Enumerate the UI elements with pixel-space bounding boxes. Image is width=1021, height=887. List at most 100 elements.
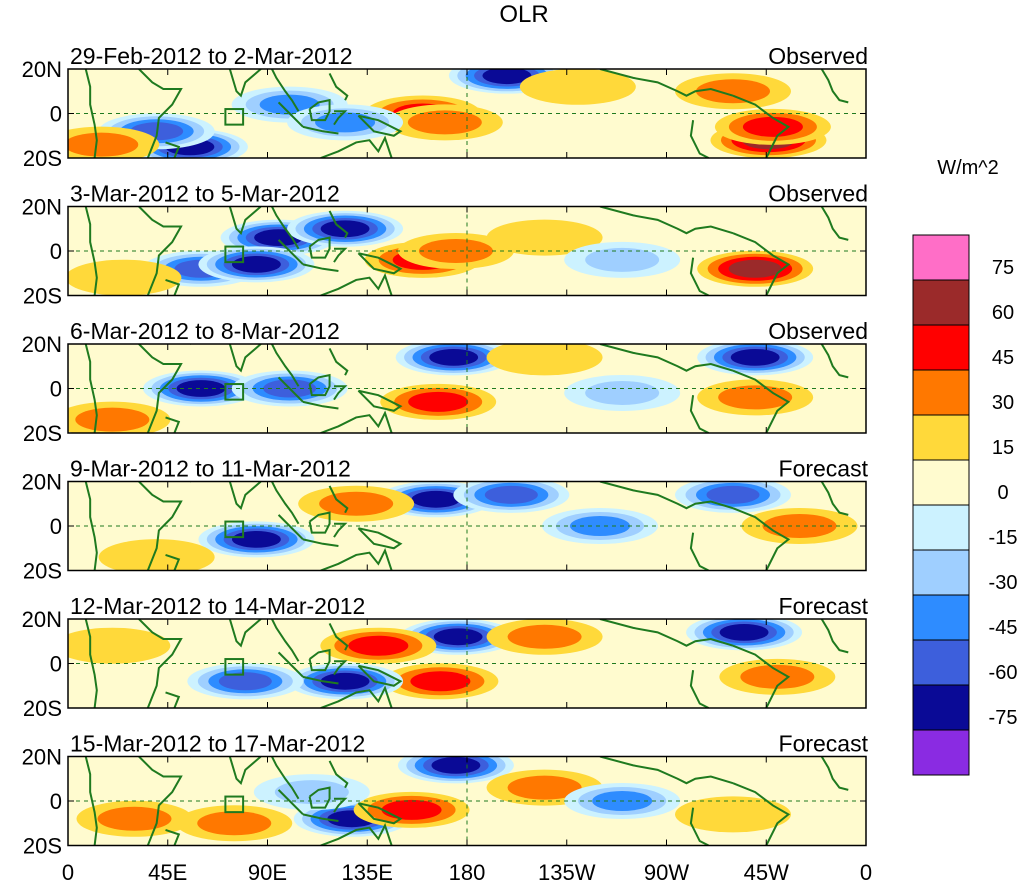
colorbar-swatch bbox=[912, 459, 970, 506]
panel-type-label: Observed bbox=[768, 43, 868, 69]
olr-anomaly-contour bbox=[320, 220, 370, 238]
map-panel: 20N 0 20S 9-Mar-2012 to 11-Mar-2012 Forecast bbox=[22, 456, 869, 584]
olr-anomaly-contour bbox=[348, 635, 409, 656]
y-tick-label: 0 bbox=[50, 652, 62, 677]
map-panel: 20N 0 20S 6-Mar-2012 to 8-Mar-2012 Observed bbox=[22, 318, 868, 446]
olr-anomaly-contour bbox=[98, 539, 215, 571]
olr-anomaly-contour bbox=[407, 110, 482, 135]
y-tick-label: 0 bbox=[50, 239, 62, 264]
olr-anomaly-contour bbox=[68, 627, 171, 664]
colorbar-level-label: -45 bbox=[989, 617, 1018, 639]
olr-anomaly-contour bbox=[742, 116, 803, 137]
olr-anomaly-contour bbox=[728, 259, 782, 278]
colorbar-swatch bbox=[912, 594, 970, 641]
panel-type-label: Observed bbox=[768, 181, 868, 207]
colorbar-swatch bbox=[912, 414, 970, 461]
olr-anomaly-contour bbox=[68, 132, 139, 157]
olr-anomaly-contour bbox=[97, 806, 172, 831]
olr-anomaly-contour bbox=[431, 757, 481, 774]
y-tick-label: 20N bbox=[22, 607, 62, 632]
y-tick-label: 20S bbox=[23, 834, 62, 859]
olr-anomaly-contour bbox=[408, 391, 469, 412]
colorbar-level-label: -15 bbox=[989, 527, 1018, 549]
coastlines bbox=[84, 756, 849, 846]
y-tick-label: 20N bbox=[22, 470, 62, 495]
colorbar-swatch bbox=[912, 549, 970, 596]
colorbar-swatch bbox=[912, 729, 970, 776]
colorbar-level-label: -60 bbox=[989, 662, 1018, 684]
y-tick-label: 20S bbox=[23, 696, 62, 721]
colorbar-level-label: 0 bbox=[997, 482, 1008, 504]
colorbar-level-label: 30 bbox=[992, 392, 1014, 414]
olr-anomaly-contour bbox=[482, 69, 532, 85]
colorbar-level-label: -30 bbox=[989, 572, 1018, 594]
reference-box bbox=[224, 658, 245, 676]
x-tick-label: 45W bbox=[744, 860, 789, 885]
y-tick-label: 20S bbox=[23, 284, 62, 309]
map-panel: 20N 0 20S 12-Mar-2012 to 14-Mar-2012 Forecas… bbox=[22, 593, 869, 721]
x-tick-label: 180 bbox=[449, 860, 486, 885]
map-panel: 20N 0 20S 15-Mar-2012 to 17-Mar-2012 Forecas… bbox=[22, 731, 869, 859]
y-tick-label: 0 bbox=[50, 514, 62, 539]
olr-anomaly-contour bbox=[706, 485, 760, 504]
y-tick-label: 20N bbox=[22, 332, 62, 357]
map-panel: 20N 0 20S 3-Mar-2012 to 5-Mar-2012 Observed bbox=[22, 181, 868, 309]
olr-anomaly-contour bbox=[507, 775, 582, 800]
olr-anomaly-contour bbox=[730, 348, 780, 366]
olr-anomaly-contour bbox=[176, 380, 226, 397]
olr-anomaly-contour bbox=[484, 485, 538, 504]
olr-anomaly-contour bbox=[320, 672, 370, 690]
colorbar-swatch bbox=[912, 684, 970, 731]
reference-box bbox=[224, 520, 245, 539]
olr-anomaly-contour bbox=[319, 491, 394, 516]
panel-period-label: 12-Mar-2012 to 14-Mar-2012 bbox=[70, 593, 365, 619]
x-tick-label: 90E bbox=[248, 860, 287, 885]
colorbar-level-label: -75 bbox=[989, 707, 1018, 729]
colorbar-units-label: W/m^2 bbox=[937, 157, 999, 179]
olr-anomaly-contour bbox=[486, 344, 603, 376]
olr-anomaly-contour bbox=[675, 796, 791, 833]
coastlines bbox=[84, 69, 849, 158]
colorbar-swatch bbox=[912, 639, 970, 686]
panel-period-label: 6-Mar-2012 to 8-Mar-2012 bbox=[70, 318, 340, 344]
olr-anomaly-contour bbox=[410, 671, 471, 692]
colorbar-swatch bbox=[912, 234, 970, 281]
olr-anomaly-contour bbox=[519, 69, 636, 105]
olr-anomaly-contour bbox=[232, 255, 281, 273]
olr-anomaly-contour bbox=[75, 407, 150, 432]
panel-period-label: 3-Mar-2012 to 5-Mar-2012 bbox=[70, 181, 340, 207]
colorbar-swatch bbox=[912, 279, 970, 326]
x-tick-label: 90W bbox=[644, 860, 689, 885]
panel-period-label: 29-Feb-2012 to 2-Mar-2012 bbox=[70, 43, 353, 69]
coastlines bbox=[84, 481, 849, 571]
panel-type-label: Forecast bbox=[779, 593, 869, 619]
y-tick-label: 20N bbox=[22, 745, 62, 770]
olr-anomaly-contour bbox=[718, 385, 793, 410]
x-tick-label: 135E bbox=[342, 860, 393, 885]
y-tick-label: 20N bbox=[22, 57, 62, 82]
y-tick-label: 20N bbox=[22, 195, 62, 220]
colorbar-swatch bbox=[912, 504, 970, 551]
coastlines bbox=[84, 344, 849, 433]
olr-anomaly-contour bbox=[68, 259, 182, 296]
olr-anomaly-contour bbox=[719, 623, 769, 641]
colorbar-level-label: 45 bbox=[992, 347, 1014, 369]
reference-box bbox=[224, 108, 245, 126]
y-tick-label: 0 bbox=[50, 102, 62, 127]
y-tick-label: 20S bbox=[23, 421, 62, 446]
x-tick-label: 0 bbox=[62, 860, 74, 885]
olr-anomaly-contour bbox=[696, 79, 770, 104]
x-tick-label: 0 bbox=[860, 860, 872, 885]
y-tick-label: 0 bbox=[50, 377, 62, 402]
panel-type-label: Forecast bbox=[779, 731, 869, 757]
olr-anomaly-contour bbox=[433, 628, 483, 646]
colorbar-swatch bbox=[912, 369, 970, 416]
olr-anomaly-contour bbox=[507, 624, 582, 649]
olr-anomaly-contour bbox=[585, 380, 660, 405]
olr-anomaly-contour bbox=[232, 530, 281, 548]
panel-type-label: Forecast bbox=[779, 456, 869, 482]
olr-anomaly-contour bbox=[585, 247, 660, 272]
olr-anomaly-contour bbox=[429, 348, 479, 366]
panel-period-label: 9-Mar-2012 to 11-Mar-2012 bbox=[70, 456, 351, 482]
